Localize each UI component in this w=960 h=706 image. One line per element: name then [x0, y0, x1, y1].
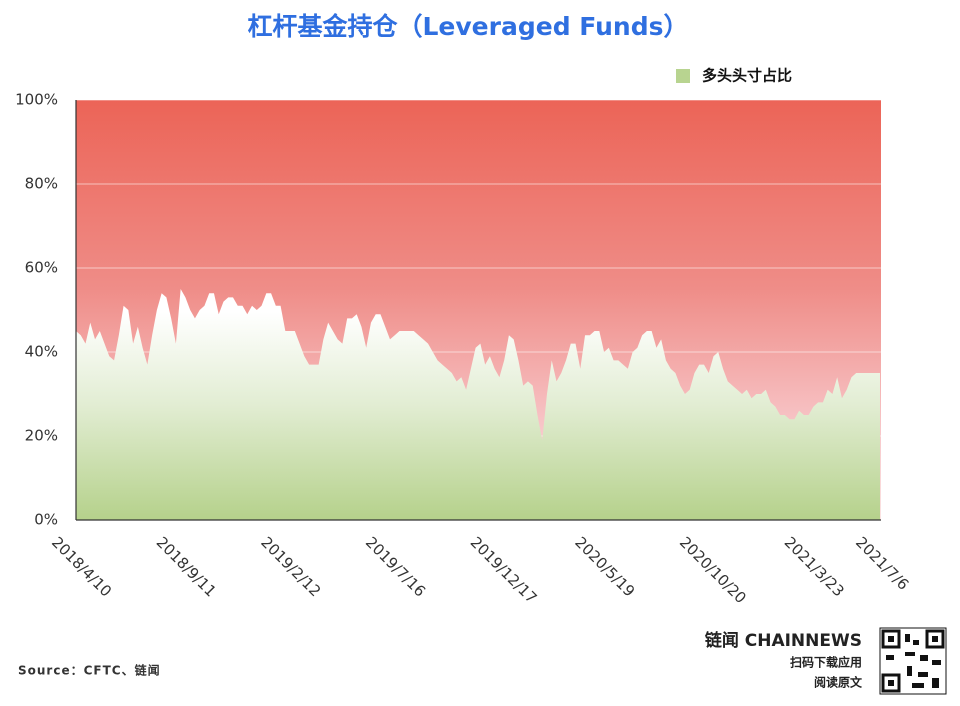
qr-code: [879, 627, 947, 695]
x-tick-label: 2021/3/23: [781, 533, 848, 600]
x-tick-label: 2020/5/19: [571, 533, 638, 600]
x-tick-label: 2018/9/11: [153, 533, 220, 600]
y-tick-label: 80%: [25, 175, 58, 193]
x-tick-label: 2021/7/6: [852, 533, 912, 593]
y-tick-label: 40%: [25, 343, 58, 361]
y-tick-label: 60%: [25, 259, 58, 277]
footer-line: 阅读原文: [814, 675, 863, 690]
footer-line: 扫码下载应用: [790, 655, 862, 670]
y-tick-label: 100%: [15, 91, 58, 109]
legend-label: 多头头寸占比: [702, 67, 792, 85]
x-tick-label: 2018/4/10: [48, 533, 115, 600]
area: [76, 289, 880, 520]
x-tick-label: 2019/2/12: [257, 533, 324, 600]
x-tick-label: 2019/12/17: [467, 533, 541, 607]
brand: 链闻 CHAINNEWS: [705, 630, 862, 651]
legend-swatch: [676, 69, 690, 83]
chart-title: 杠杆基金持仓（Leveraged Funds）: [248, 12, 689, 41]
y-tick-label: 0%: [34, 511, 58, 529]
x-tick-label: 2020/10/20: [676, 533, 750, 607]
x-tick-label: 2019/7/16: [362, 533, 429, 600]
y-tick-label: 20%: [25, 427, 58, 445]
source: Source：CFTC、链闻: [18, 663, 161, 678]
